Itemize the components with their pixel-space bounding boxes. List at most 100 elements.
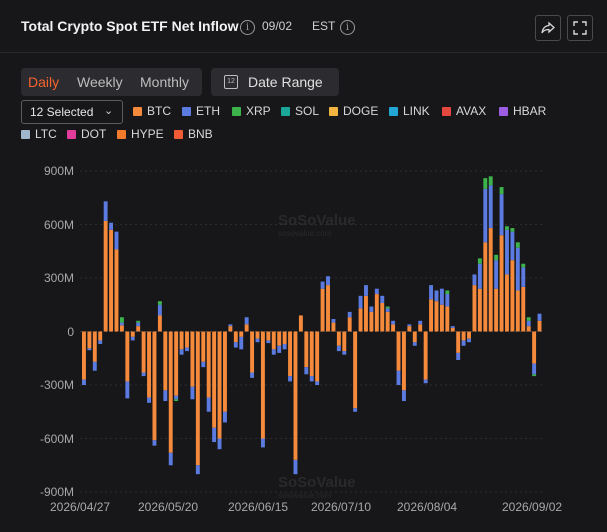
bar-segment[interactable] xyxy=(429,285,434,300)
bar-segment[interactable] xyxy=(456,331,461,353)
bar-segment[interactable] xyxy=(157,301,162,305)
bar-segment[interactable] xyxy=(136,320,141,323)
bar-segment[interactable] xyxy=(190,386,195,400)
bar-segment[interactable] xyxy=(510,228,515,232)
bar-segment[interactable] xyxy=(266,340,271,344)
bar-segment[interactable] xyxy=(342,331,347,352)
bar-segment[interactable] xyxy=(537,320,542,332)
bar-segment[interactable] xyxy=(152,331,157,441)
bar-segment[interactable] xyxy=(244,324,249,332)
bar-segment[interactable] xyxy=(168,452,173,466)
bar-segment[interactable] xyxy=(288,331,292,377)
bar-segment[interactable] xyxy=(114,231,119,250)
bar-segment[interactable] xyxy=(407,326,412,332)
bar-segment[interactable] xyxy=(185,347,189,352)
bar-segment[interactable] xyxy=(212,331,217,428)
bar-segment[interactable] xyxy=(174,399,179,402)
bar-segment[interactable] xyxy=(320,281,325,289)
bar-segment[interactable] xyxy=(185,331,189,348)
bar-segment[interactable] xyxy=(195,465,200,475)
bar-segment[interactable] xyxy=(521,267,526,287)
bar-segment[interactable] xyxy=(494,254,499,261)
tab-weekly[interactable]: Weekly xyxy=(77,74,123,90)
bar-segment[interactable] xyxy=(141,372,146,377)
bar-segment[interactable] xyxy=(439,288,444,305)
bar-segment[interactable] xyxy=(418,320,423,325)
bar-segment[interactable] xyxy=(293,331,298,460)
bar-segment[interactable] xyxy=(467,331,471,339)
bar-segment[interactable] xyxy=(92,331,97,362)
bar-segment[interactable] xyxy=(260,438,265,448)
bar-segment[interactable] xyxy=(309,331,314,377)
bar-segment[interactable] xyxy=(429,299,434,332)
bar-segment[interactable] xyxy=(499,235,504,332)
bar-segment[interactable] xyxy=(532,374,537,377)
bar-segment[interactable] xyxy=(136,326,141,332)
bar-segment[interactable] xyxy=(174,395,179,400)
bar-segment[interactable] xyxy=(412,342,417,346)
bar-segment[interactable] xyxy=(364,295,368,332)
bar-segment[interactable] xyxy=(331,322,336,332)
bar-segment[interactable] xyxy=(233,331,238,343)
bar-segment[interactable] xyxy=(304,367,309,375)
bar-segment[interactable] xyxy=(461,331,466,341)
bar-segment[interactable] xyxy=(223,411,227,423)
bar-segment[interactable] xyxy=(109,229,114,332)
bar-segment[interactable] xyxy=(505,274,509,332)
bar-segment[interactable] xyxy=(125,381,130,399)
bar-segment[interactable] xyxy=(483,242,488,332)
bar-segment[interactable] xyxy=(526,320,531,327)
bar-segment[interactable] xyxy=(331,319,336,323)
bar-segment[interactable] xyxy=(380,302,385,332)
bar-segment[interactable] xyxy=(282,331,287,344)
bar-segment[interactable] xyxy=(195,331,200,466)
bar-segment[interactable] xyxy=(374,288,379,295)
bar-segment[interactable] xyxy=(477,258,482,264)
bar-segment[interactable] xyxy=(537,313,542,321)
bar-segment[interactable] xyxy=(157,304,162,316)
bar-segment[interactable] xyxy=(347,317,352,332)
bar-segment[interactable] xyxy=(347,311,352,318)
bar-segment[interactable] xyxy=(434,301,439,332)
bar-segment[interactable] xyxy=(477,263,482,289)
bar-segment[interactable] xyxy=(119,317,124,323)
bar-segment[interactable] xyxy=(353,408,358,412)
bar-segment[interactable] xyxy=(353,331,358,409)
bar-segment[interactable] xyxy=(309,376,314,382)
bar-segment[interactable] xyxy=(255,331,260,339)
bar-segment[interactable] xyxy=(147,397,151,403)
bar-segment[interactable] xyxy=(179,331,184,350)
bar-segment[interactable] xyxy=(423,379,428,384)
bar-segment[interactable] xyxy=(82,331,86,380)
bar-segment[interactable] xyxy=(179,349,184,355)
bar-segment[interactable] xyxy=(233,342,238,348)
bar-segment[interactable] xyxy=(239,336,244,350)
bar-segment[interactable] xyxy=(217,331,222,439)
bar-segment[interactable] xyxy=(358,308,363,332)
date-range-button[interactable]: 12 Date Range xyxy=(211,68,339,96)
bar-segment[interactable] xyxy=(374,294,379,332)
bar-segment[interactable] xyxy=(488,228,493,332)
bar-segment[interactable] xyxy=(358,295,363,309)
bar-segment[interactable] xyxy=(119,325,124,332)
bar-segment[interactable] xyxy=(125,331,130,382)
bar-segment[interactable] xyxy=(114,249,119,332)
bar-segment[interactable] xyxy=(532,331,537,364)
bar-segment[interactable] xyxy=(342,351,347,355)
bar-segment[interactable] xyxy=(157,315,162,332)
bar-segment[interactable] xyxy=(467,338,471,343)
bar-segment[interactable] xyxy=(98,340,103,344)
bar-segment[interactable] xyxy=(87,331,92,349)
bar-segment[interactable] xyxy=(250,372,255,378)
bar-segment[interactable] xyxy=(494,260,499,289)
bar-segment[interactable] xyxy=(391,324,396,332)
bar-segment[interactable] xyxy=(326,276,330,286)
bar-segment[interactable] xyxy=(407,324,412,327)
bar-segment[interactable] xyxy=(515,247,520,291)
bar-segment[interactable] xyxy=(206,397,211,412)
bar-segment[interactable] xyxy=(174,331,179,396)
bar-segment[interactable] xyxy=(103,220,108,332)
bar-segment[interactable] xyxy=(271,331,276,350)
bar-segment[interactable] xyxy=(472,274,477,286)
bar-segment[interactable] xyxy=(391,320,396,325)
